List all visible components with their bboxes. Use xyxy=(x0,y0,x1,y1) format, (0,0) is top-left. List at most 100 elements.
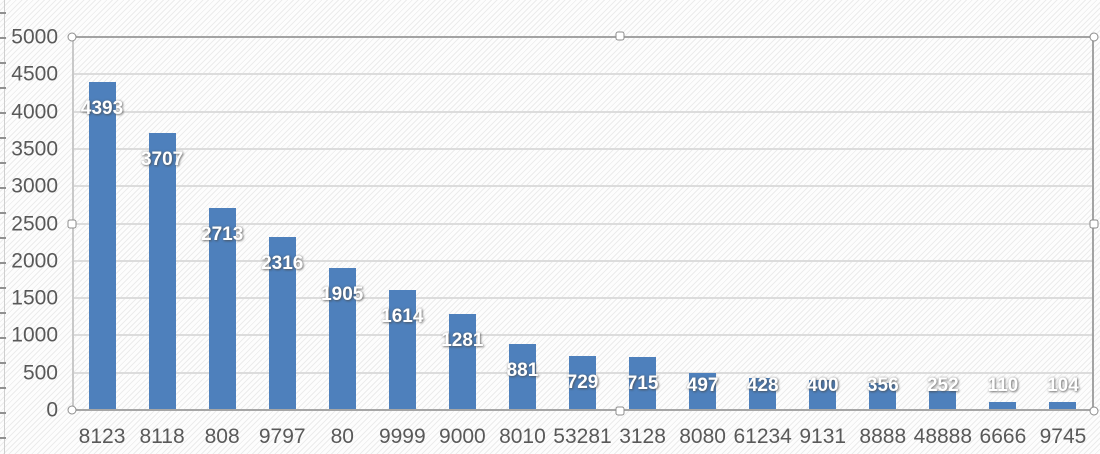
x-tick-label: 9131 xyxy=(799,425,847,448)
data-label: 715 xyxy=(626,372,659,394)
worksheet-row-tick xyxy=(0,287,6,289)
y-tick-label: 1500 xyxy=(11,286,58,310)
x-tick-label: 3128 xyxy=(619,425,666,448)
x-tick-label: 6666 xyxy=(979,425,1027,448)
bar-3128[interactable] xyxy=(629,356,657,410)
worksheet-row-tick xyxy=(0,337,6,339)
bar-48888[interactable] xyxy=(929,391,957,410)
gridline xyxy=(72,147,1093,150)
x-tick-label: 8888 xyxy=(859,425,907,448)
worksheet-row-tick xyxy=(0,112,6,114)
y-tick-label: 4000 xyxy=(11,100,58,124)
y-tick-label: 2500 xyxy=(11,212,58,235)
selection-handle-top-center[interactable] xyxy=(615,31,624,41)
bar-53281[interactable] xyxy=(569,355,596,410)
selection-handle-bottom-right[interactable] xyxy=(1089,406,1099,416)
x-tick-label: 9000 xyxy=(439,425,486,448)
worksheet-row-tick xyxy=(0,212,6,214)
gridline xyxy=(72,185,1093,188)
data-label: 2316 xyxy=(261,253,304,275)
y-tick-label: 3500 xyxy=(11,137,58,161)
gridline xyxy=(72,334,1093,337)
worksheet-row-tick xyxy=(0,87,6,89)
gridline xyxy=(72,110,1093,113)
plot-selection-border-top xyxy=(72,36,1095,38)
x-tick-label: 61234 xyxy=(733,425,792,448)
bar-9797[interactable] xyxy=(268,237,296,410)
worksheet-row-tick xyxy=(0,437,6,439)
data-label: 1614 xyxy=(381,305,424,327)
data-label: 881 xyxy=(506,360,539,382)
x-tick-label: 9999 xyxy=(378,425,426,448)
gridline xyxy=(72,73,1093,76)
x-tick-label: 8118 xyxy=(139,425,185,448)
worksheet-row-tick xyxy=(0,362,6,364)
bar-9131[interactable] xyxy=(809,380,837,410)
worksheet-row-tick xyxy=(0,262,6,264)
data-label: 3707 xyxy=(140,149,184,171)
bar-61234[interactable] xyxy=(749,378,777,410)
gridline xyxy=(72,297,1093,300)
data-label: 729 xyxy=(566,371,599,393)
data-label: 4393 xyxy=(80,98,124,120)
selection-handle-bottom-center[interactable] xyxy=(615,406,624,416)
x-tick-label: 48888 xyxy=(913,425,973,448)
y-tick-label: 0 xyxy=(46,398,58,422)
selection-handle-top-right[interactable] xyxy=(1089,32,1099,42)
y-tick-label: 500 xyxy=(22,361,58,385)
bar-9000[interactable] xyxy=(448,314,476,410)
y-tick-label: 2000 xyxy=(11,249,58,273)
gridline xyxy=(72,222,1093,225)
x-tick-label: 53281 xyxy=(553,425,612,448)
x-tick-label: 808 xyxy=(204,425,240,448)
bar-9999[interactable] xyxy=(388,289,416,410)
selection-handle-bottom-left[interactable] xyxy=(67,405,77,415)
worksheet-row-tick xyxy=(0,312,6,314)
worksheet-row-tick xyxy=(0,237,6,239)
worksheet-row-tick xyxy=(0,12,6,14)
bar-6666[interactable] xyxy=(989,401,1017,410)
data-label: 356 xyxy=(866,375,899,396)
bar-8080[interactable] xyxy=(689,372,717,410)
worksheet-row-tick xyxy=(0,137,6,139)
data-label: 428 xyxy=(746,375,779,396)
worksheet-row-tick xyxy=(0,162,6,164)
selection-handle-middle-right[interactable] xyxy=(1089,219,1099,229)
data-label: 497 xyxy=(686,375,719,396)
x-tick-label: 9745 xyxy=(1039,425,1087,448)
y-tick-label: 3000 xyxy=(11,174,58,198)
bar-808[interactable] xyxy=(208,207,236,410)
data-label: 1281 xyxy=(441,330,484,352)
data-label: 110 xyxy=(987,375,1019,396)
worksheet-row-tick xyxy=(0,62,6,64)
bar-8123[interactable] xyxy=(88,82,116,410)
x-axis-line xyxy=(72,409,1095,411)
x-tick-label: 8010 xyxy=(499,425,546,448)
gridline xyxy=(72,259,1093,262)
worksheet-row-tick xyxy=(0,387,6,389)
worksheet-edge-line xyxy=(4,0,5,454)
y-tick-label: 5000 xyxy=(11,25,58,49)
worksheet-row-tick xyxy=(0,37,6,39)
bar-8888[interactable] xyxy=(869,383,897,410)
data-label: 104 xyxy=(1047,375,1079,396)
x-tick-label: 80 xyxy=(330,425,354,448)
worksheet-row-tick xyxy=(0,412,6,414)
worksheet-row-tick xyxy=(0,187,6,189)
x-tick-label: 8080 xyxy=(679,425,726,448)
x-tick-label: 9797 xyxy=(258,425,306,448)
bar-8118[interactable] xyxy=(148,133,176,410)
bar-80[interactable] xyxy=(328,267,356,410)
data-label: 252 xyxy=(926,375,959,396)
data-label: 2713 xyxy=(201,223,244,245)
selection-handle-middle-left[interactable] xyxy=(67,219,77,229)
bar-8010[interactable] xyxy=(508,344,536,410)
x-tick-label: 8123 xyxy=(78,425,126,448)
data-label: 1905 xyxy=(321,283,364,305)
y-tick-label: 1000 xyxy=(11,323,58,347)
data-label: 400 xyxy=(806,375,839,396)
bar-9745[interactable] xyxy=(1049,402,1077,410)
selection-handle-top-left[interactable] xyxy=(67,32,77,42)
